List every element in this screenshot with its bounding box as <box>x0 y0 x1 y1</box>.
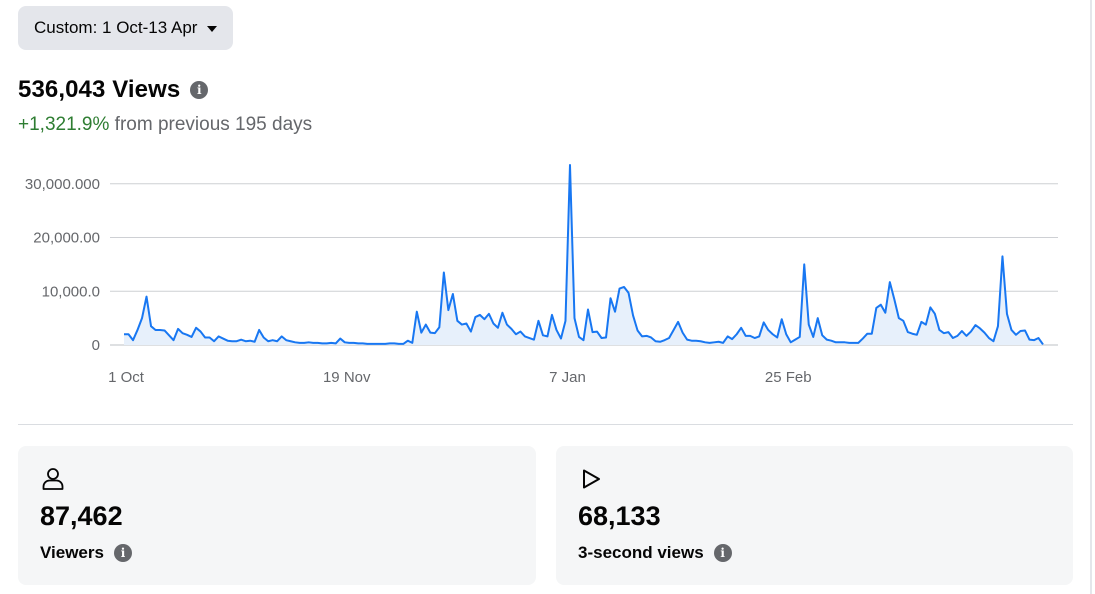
person-icon <box>40 466 66 492</box>
change-text: from previous 195 days <box>109 114 313 135</box>
three-second-views-card: 68,133 3-second views i <box>556 446 1073 585</box>
three-second-views-label: 3-second views <box>578 543 704 562</box>
views-line-chart: 0 10,000.0 20,000.00 30,000.000 1 Oct 19 Nov 7… <box>25 164 1058 386</box>
info-icon[interactable]: i <box>190 81 209 99</box>
three-second-views-value: 68,133 <box>578 501 661 531</box>
views-chart: 0 10,000.0 20,000.00 30,000.000 1 Oct 19 Nov 7… <box>0 160 1080 400</box>
viewers-card: 87,462 Viewers i <box>18 446 536 585</box>
x-tick-label: 19 Nov <box>323 369 371 386</box>
series-line <box>124 164 1044 346</box>
total-views: 536,043 Views <box>18 76 181 103</box>
x-tick-label: 25 Feb <box>765 369 812 386</box>
viewers-value: 87,462 <box>40 501 123 531</box>
y-tick-label: 0 <box>92 337 100 354</box>
x-tick-label: 7 Jan <box>549 369 586 386</box>
series-area <box>124 165 1043 345</box>
viewers-label: Viewers <box>40 543 104 562</box>
panel-divider <box>1090 0 1092 594</box>
info-icon[interactable]: i <box>713 544 732 562</box>
change-percent: +1,321.9% <box>18 114 110 135</box>
y-tick-label: 10,000.0 <box>42 283 100 300</box>
y-tick-label: 20,000.00 <box>33 230 100 247</box>
caret-down-icon <box>207 26 218 32</box>
info-icon[interactable]: i <box>113 544 132 562</box>
play-icon <box>578 466 604 492</box>
section-divider <box>18 424 1073 425</box>
y-tick-label: 30,000.000 <box>25 176 100 193</box>
date-range-label: Custom: 1 Oct-13 Apr <box>34 18 198 37</box>
x-tick-label: 1 Oct <box>108 369 145 386</box>
views-headline: 536,043 Views i <box>18 76 209 104</box>
change-summary: +1,321.9% from previous 195 days <box>18 114 312 136</box>
date-range-dropdown[interactable]: Custom: 1 Oct-13 Apr <box>18 6 234 50</box>
